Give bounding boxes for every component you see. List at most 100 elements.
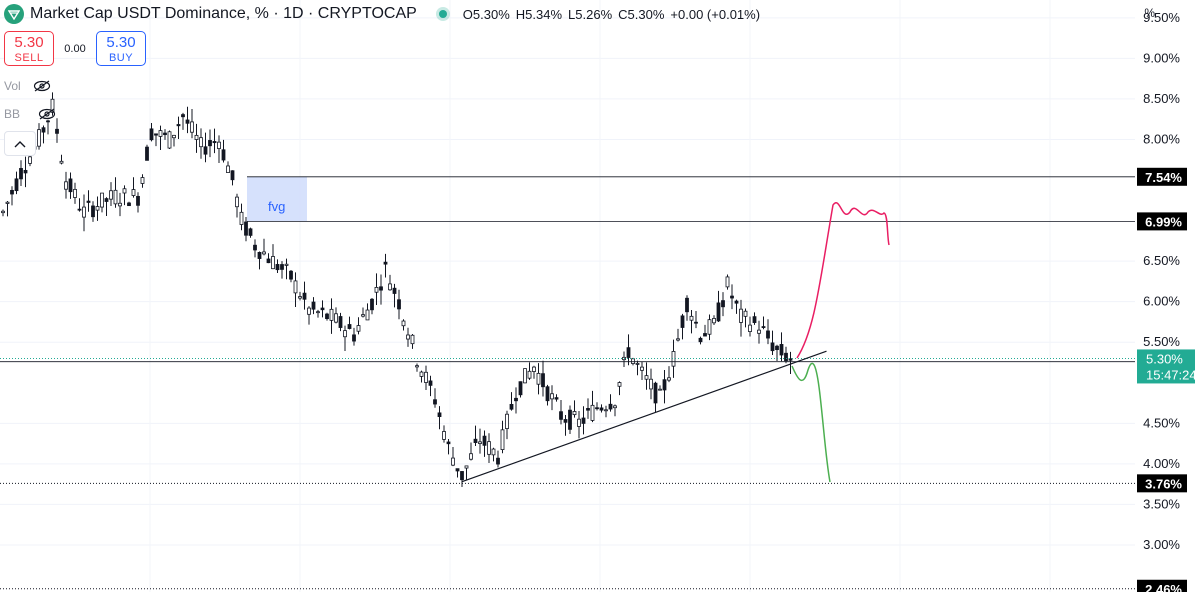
candle-body [563,419,568,423]
candle-body [365,309,370,321]
candle-body [617,382,622,387]
candle-body [451,457,455,466]
candle-body [338,316,343,328]
candle-body [419,371,424,377]
candle-body [478,441,482,444]
candle-body [397,299,401,310]
indicator-vol[interactable]: Vol [4,79,51,93]
indicator-bb[interactable]: BB [4,107,56,121]
candle-body [68,178,73,193]
candle-body [194,134,199,140]
candle-body [505,413,509,429]
level-label: 6.99% [1145,214,1182,229]
axis-unit: % [1144,6,1155,20]
candle-body [415,365,419,368]
candle-body [626,347,631,358]
indicator-label: BB [4,107,21,121]
candle-body [487,441,491,455]
candle-body [253,244,257,251]
candle-body [131,189,136,196]
level-label-bg [1137,579,1187,592]
candle-body [226,165,230,173]
candle-body [689,315,694,321]
eye-hidden-icon[interactable] [38,108,56,120]
candle-body [5,201,10,204]
candle-body [595,407,599,410]
candle-body [199,137,203,148]
ohlc-values: O5.30% H5.34% L5.26% C5.30% +0.00 (+0.01… [463,7,760,22]
candle-body [383,261,388,265]
candle-body [757,329,761,334]
candle-body [635,363,640,365]
y-tick-label: 6.00% [1143,294,1180,309]
candle-body [136,195,140,206]
collapse-legend-button[interactable] [4,131,36,156]
candle-body [437,412,442,418]
candle-body [541,373,545,388]
candle-body [95,206,100,211]
sell-button[interactable]: 5.30 SELL [4,31,54,66]
trade-panel: 5.30 SELL 0.00 5.30 BUY [4,31,146,66]
candle-body [329,308,334,321]
level-label-bg [1137,167,1187,186]
candle-body [289,270,293,280]
candle-body [734,300,739,304]
candle-body [523,368,527,384]
candle-body [122,188,127,194]
candle-body [104,198,109,202]
candle-body [707,319,712,335]
candle-body [433,399,437,405]
candle-body [356,325,361,332]
candle-body [388,283,392,291]
y-tick-label: 5.50% [1143,334,1180,349]
candle-body [100,192,104,208]
trendline [461,350,827,483]
level-label: 3.76% [1145,476,1182,491]
candle-body [1,210,5,214]
tether-logo-icon [4,4,24,24]
last-price-value: 5.30% [1146,351,1183,366]
candle-body [316,311,320,314]
market-status-icon[interactable] [438,10,447,18]
y-tick-label: 4.50% [1143,415,1180,430]
candle-body [113,189,118,205]
candle-body [599,407,604,411]
candle-body [442,431,446,440]
candle-body [739,308,743,323]
candle-body [482,435,487,446]
buy-button[interactable]: 5.30 BUY [96,31,146,66]
candle-body [163,132,167,136]
candle-body [662,379,667,391]
chart-header: Market Cap USDT Dominance, % · 1D · CRYP… [0,0,760,28]
candle-body [703,333,707,337]
candle-body [55,128,59,134]
bullish-projection-path [796,202,890,359]
ohlc-close: C5.30% [618,6,665,22]
candle-body [496,457,500,465]
symbol-title[interactable]: Market Cap USDT Dominance, % · 1D · CRYP… [30,5,417,22]
ohlc-low: L5.26% [568,6,613,22]
candle-body [140,177,145,184]
candle-body [509,403,514,410]
eye-hidden-icon[interactable] [33,80,51,92]
candle-body [676,338,680,341]
level-label-bg [1137,474,1187,493]
candle-body [172,134,176,139]
candle-body [307,307,311,315]
candle-body [154,133,158,136]
candle-body [293,280,298,294]
candle-body [212,141,217,144]
candle-body [230,170,235,181]
candle-body [298,296,302,299]
candle-body [190,121,194,133]
candle-body [334,313,338,323]
candle-body [550,393,554,400]
candle-body [91,205,95,218]
candle-body [604,409,608,412]
fvg-label: fvg [268,199,285,214]
candle-body [536,372,541,385]
candle-body [779,344,784,356]
candle-body [500,429,505,451]
candle-body [167,131,172,149]
